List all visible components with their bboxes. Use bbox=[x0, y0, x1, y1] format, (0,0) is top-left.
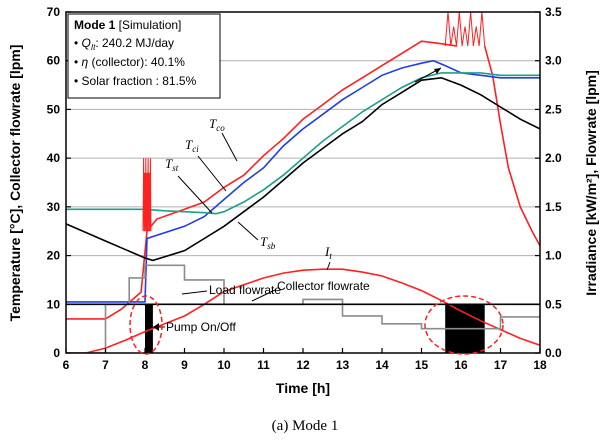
spike-burst bbox=[142, 158, 152, 232]
info-line-0: : 240.2 MJ/day bbox=[95, 36, 174, 50]
series-it bbox=[66, 268, 540, 353]
info-box: Mode 1 [Simulation] • QIt: 240.2 MJ/day … bbox=[67, 13, 221, 99]
x-tick-label: 11 bbox=[257, 358, 270, 372]
x-tick-label: 6 bbox=[63, 358, 70, 372]
x-tick-label: 12 bbox=[296, 358, 310, 372]
series-tco bbox=[66, 40, 458, 320]
y-tick-label-left: 40 bbox=[47, 151, 61, 165]
y-tick-label-right: 0.5 bbox=[545, 297, 562, 311]
y-tick-label-left: 20 bbox=[47, 249, 61, 263]
x-tick-label: 8 bbox=[142, 358, 149, 372]
y-tick-label-left: 60 bbox=[47, 54, 61, 68]
info-title: Mode 1 bbox=[74, 18, 116, 32]
info-line-1: (collector): 40.1% bbox=[88, 55, 185, 69]
y-tick-label-left: 50 bbox=[47, 102, 61, 116]
y-axis-label-right: Irradiance [kW/m²], Flowrate [lpm] bbox=[583, 70, 599, 296]
label-tci: Tci bbox=[185, 137, 199, 154]
x-tick-label: 18 bbox=[533, 358, 547, 372]
label-load-flowrate: Load flowrate bbox=[209, 283, 281, 297]
label-it: It bbox=[324, 244, 332, 261]
x-tick-label: 15 bbox=[415, 358, 429, 372]
annotations: Tco Tci Tst Tsb It Load flowrate Collect… bbox=[129, 67, 504, 355]
info-sym-1: η bbox=[82, 55, 89, 69]
x-tick-label: 14 bbox=[375, 358, 389, 372]
label-pump: Pump On/Off bbox=[166, 320, 236, 334]
pump-on-block bbox=[145, 304, 153, 353]
y-tick-label-right: 3.5 bbox=[545, 5, 562, 19]
x-tick-label: 16 bbox=[454, 358, 468, 372]
svg-text:• Solar fraction : 81.5%: • Solar fraction : 81.5% bbox=[74, 74, 197, 88]
x-tick-label: 17 bbox=[494, 358, 508, 372]
label-tst: Tst bbox=[165, 156, 179, 173]
series-tst bbox=[66, 72, 540, 215]
y-tick-label-right: 2.0 bbox=[545, 151, 562, 165]
highlight-ellipse-left bbox=[129, 295, 163, 355]
y-tick-label-left: 70 bbox=[47, 5, 61, 19]
series-tco-falling bbox=[483, 45, 540, 247]
label-collector-flowrate: Collector flowrate bbox=[277, 279, 370, 293]
svg-text:• η (collector): 40.1%: • η (collector): 40.1% bbox=[74, 55, 185, 69]
y-tick-label-right: 0.0 bbox=[545, 346, 562, 360]
y-tick-label-right: 1.0 bbox=[545, 249, 562, 263]
y-tick-label-right: 3.0 bbox=[545, 54, 562, 68]
x-tick-label: 7 bbox=[102, 358, 109, 372]
x-axis-label: Time [h] bbox=[276, 380, 330, 396]
y-axis-label-left: Temperature [°C], Collector flowrate [lp… bbox=[7, 45, 23, 322]
info-sub-0: It bbox=[91, 43, 96, 52]
highlight-ellipse-right bbox=[424, 295, 504, 355]
svg-text:• QIt: 240.2 MJ/day: • QIt: 240.2 MJ/day bbox=[74, 36, 174, 52]
info-line-2: Solar fraction : 81.5% bbox=[82, 74, 197, 88]
spike-burst bbox=[444, 12, 486, 47]
x-tick-label: 13 bbox=[336, 358, 350, 372]
label-tco: Tco bbox=[209, 116, 225, 133]
y-tick-label-left: 0 bbox=[53, 346, 60, 360]
marks bbox=[66, 12, 540, 353]
ticks: 0 10 20 30 40 50 60 70 0.0 0.5 1.0 1.5 2.0 2.5 3.0 3.5 6… bbox=[47, 5, 562, 372]
series-tsb bbox=[66, 76, 540, 262]
y-tick-label-right: 1.5 bbox=[545, 200, 562, 214]
y-tick-label-right: 2.5 bbox=[545, 102, 562, 116]
svg-text:Mode 1 [Simulation]: Mode 1 [Simulation] bbox=[74, 18, 181, 32]
x-tick-label: 10 bbox=[217, 358, 231, 372]
x-tick-label: 9 bbox=[181, 358, 188, 372]
series-tci bbox=[66, 59, 540, 303]
caption: (a) Mode 1 bbox=[272, 418, 339, 434]
label-tsb: Tsb bbox=[260, 234, 276, 251]
info-title-rest: [Simulation] bbox=[115, 18, 181, 32]
info-sym-0: Q bbox=[82, 36, 91, 50]
y-tick-label-left: 10 bbox=[47, 297, 61, 311]
y-tick-label-left: 30 bbox=[47, 200, 61, 214]
